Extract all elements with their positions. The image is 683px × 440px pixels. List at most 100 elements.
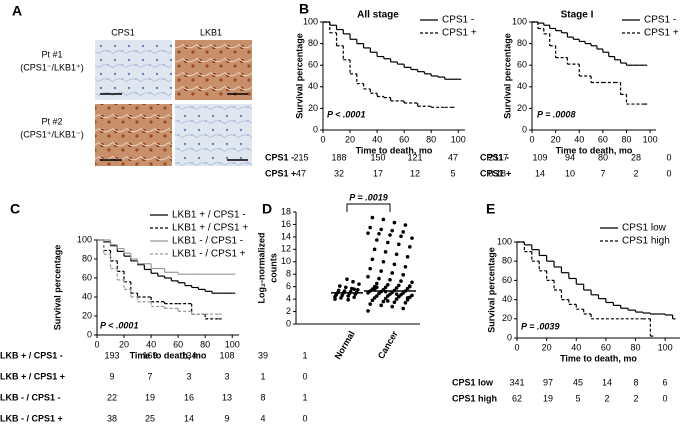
- y-axis-label: Log₂-normalized: [256, 233, 266, 304]
- dot: [368, 266, 373, 271]
- risk-count: 14: [535, 168, 545, 178]
- x-tick-label: 40: [146, 339, 156, 349]
- dot: [339, 296, 343, 300]
- dot: [366, 231, 370, 235]
- dot: [379, 303, 384, 308]
- y-tick-label: 12: [281, 244, 291, 254]
- risk-row-label: CPS1 +: [480, 168, 511, 178]
- dot: [394, 252, 399, 257]
- y-tick-label: 100: [77, 234, 92, 244]
- dot: [408, 245, 412, 249]
- dot: [375, 294, 379, 298]
- risk-count: 6: [662, 377, 667, 387]
- dot: [379, 227, 384, 232]
- risk-count: 94: [565, 152, 575, 162]
- row-label: (CPS1⁺/LKB1⁻): [20, 129, 84, 139]
- dot: [351, 279, 355, 284]
- dot: [403, 264, 408, 269]
- risk-count: 17: [373, 168, 383, 178]
- risk-count: 193: [104, 350, 119, 360]
- risk-row-label: LKB - / CPS1 -: [0, 392, 61, 402]
- risk-count: 5: [450, 168, 455, 178]
- x-tick-label: 40: [372, 134, 382, 144]
- annotation: P = .0008: [537, 109, 575, 119]
- risk-count: 0: [662, 393, 667, 403]
- ihc-image: [175, 40, 252, 100]
- dot: [370, 298, 375, 303]
- dot: [366, 274, 370, 279]
- y-tick-label: 0: [87, 329, 92, 339]
- dot: [344, 285, 348, 290]
- x-axis-label: Time to death, mo: [556, 145, 633, 155]
- risk-row-label: CPS1 -: [480, 152, 509, 162]
- risk-count: 97: [543, 377, 553, 387]
- risk-row-label: LKB - / CPS1 +: [0, 413, 63, 423]
- risk-row-label: LKB + / CPS1 +: [0, 371, 65, 381]
- x-tick-label: Normal: [333, 329, 357, 361]
- dot: [383, 250, 388, 254]
- dot: [388, 233, 392, 237]
- dot: [352, 295, 357, 300]
- dot: [383, 285, 388, 290]
- risk-count: 8: [633, 377, 638, 387]
- y-tick-label: 0: [522, 124, 527, 134]
- dot: [408, 284, 412, 289]
- column-label: CPS1: [111, 27, 135, 37]
- x-tick-label: 60: [598, 134, 608, 144]
- x-tick-label: 60: [399, 134, 409, 144]
- row-label: Pt #2: [41, 116, 62, 126]
- y-tick-label: 100: [512, 16, 527, 26]
- y-tick-label: 14: [281, 231, 291, 241]
- y-tick-label: 2: [286, 306, 291, 316]
- x-tick-label: 100: [451, 134, 466, 144]
- panel-label: E: [486, 201, 495, 217]
- y-tick-label: 4: [286, 293, 291, 303]
- x-tick-label: 0: [529, 134, 534, 144]
- x-tick-label: 20: [119, 339, 129, 349]
- dot: [345, 277, 349, 282]
- ihc-image: [95, 104, 172, 166]
- risk-count: 19: [145, 392, 155, 402]
- dot: [399, 234, 403, 239]
- risk-row-label: LKB + / CPS1 -: [0, 350, 63, 360]
- risk-count: 62: [512, 393, 522, 403]
- risk-count: 38: [107, 413, 117, 423]
- dot: [397, 242, 401, 247]
- row-label: Pt #1: [41, 49, 62, 59]
- y-axis-label: Survival percentage: [502, 33, 512, 119]
- x-axis-label: Time to death, mo: [356, 145, 433, 155]
- risk-count: 1: [302, 350, 307, 360]
- dot: [390, 304, 395, 309]
- risk-count: 117: [494, 152, 508, 162]
- dot: [392, 262, 397, 267]
- y-tick-label: 100: [497, 236, 512, 246]
- y-tick-label: 60: [82, 272, 92, 282]
- dot: [346, 297, 351, 302]
- dot: [403, 301, 408, 305]
- x-tick-label: 40: [574, 134, 584, 144]
- dot: [368, 225, 373, 230]
- risk-count: 0: [302, 371, 307, 381]
- risk-count: 0: [488, 168, 493, 178]
- scale-bars: [100, 93, 248, 161]
- risk-count: 4: [260, 413, 265, 423]
- annotation: P = .0039: [521, 321, 559, 331]
- x-tick-label: 60: [173, 339, 183, 349]
- dot: [333, 294, 337, 299]
- x-tick-label: 20: [551, 134, 561, 144]
- dot: [381, 299, 386, 304]
- risk-count: 0: [302, 413, 307, 423]
- risk-count: 215: [293, 152, 308, 162]
- y-tick-label: 20: [502, 313, 512, 323]
- dot: [381, 217, 386, 222]
- risk-count: 0: [666, 168, 671, 178]
- risk-count: 8: [260, 392, 265, 402]
- risk-count: 39: [258, 350, 268, 360]
- risk-count: 7: [147, 371, 152, 381]
- y-tick-label: 80: [502, 256, 512, 266]
- x-tick-label: 20: [542, 342, 552, 352]
- dot: [381, 259, 386, 264]
- y-axis-label: Survival percentage: [486, 247, 496, 333]
- y-tick-label: 80: [82, 253, 92, 263]
